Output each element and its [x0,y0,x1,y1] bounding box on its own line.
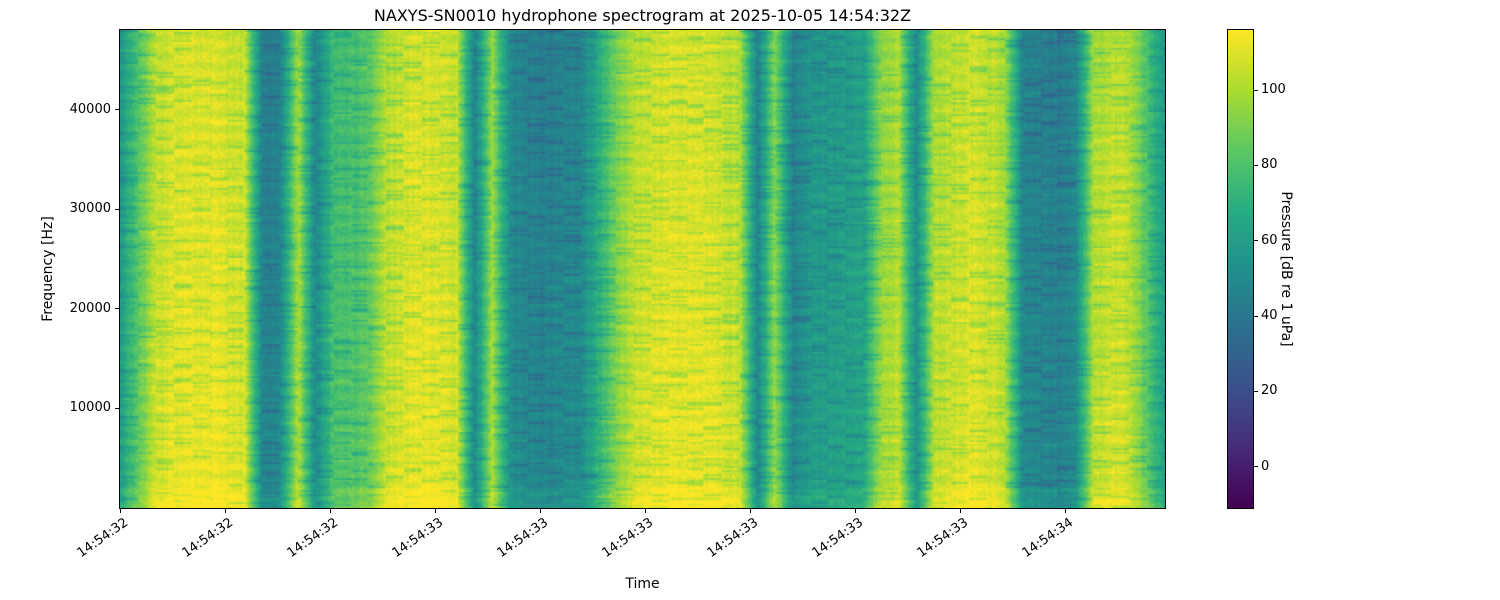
x-tick-label: 14:54:32 [179,515,237,561]
y-tick-mark [115,208,120,210]
y-tick-label: 40000 [69,101,111,117]
x-tick-label: 14:54:33 [389,515,447,561]
colorbar-tick-mark [1253,466,1258,468]
y-tick-mark [115,407,120,409]
colorbar-tick-label: 60 [1261,232,1278,248]
x-tick-mark [854,508,856,513]
colorbar [1227,29,1254,509]
x-tick-label: 14:54:33 [809,515,867,561]
colorbar-label: Pressure [dB re 1 uPa] [1278,191,1294,347]
x-tick-mark [119,508,121,513]
y-tick-mark [115,109,120,111]
colorbar-tick-label: 20 [1261,383,1278,399]
x-tick-label: 14:54:33 [704,515,762,561]
x-tick-mark [539,508,541,513]
y-tick-label: 20000 [69,300,111,316]
y-tick-mark [115,308,120,310]
spectrogram-canvas [119,29,1166,509]
x-tick-mark [749,508,751,513]
x-axis-label: Time [625,576,660,592]
x-tick-mark [329,508,331,513]
x-tick-mark [644,508,646,513]
x-tick-label: 14:54:34 [1019,515,1077,561]
colorbar-tick-label: 0 [1261,458,1270,474]
colorbar-tick-label: 80 [1261,157,1278,173]
x-tick-label: 14:54:33 [914,515,972,561]
colorbar-tick-mark [1253,390,1258,392]
x-tick-mark [959,508,961,513]
colorbar-tick-mark [1253,240,1258,242]
x-tick-label: 14:54:32 [74,515,132,561]
x-tick-label: 14:54:33 [599,515,657,561]
x-tick-label: 14:54:33 [494,515,552,561]
chart-title: NAXYS-SN0010 hydrophone spectrogram at 2… [373,6,912,25]
x-tick-mark [224,508,226,513]
x-tick-mark [434,508,436,513]
colorbar-tick-mark [1253,315,1258,317]
x-tick-mark [1064,508,1066,513]
colorbar-tick-label: 100 [1261,82,1286,98]
colorbar-tick-mark [1253,89,1258,91]
colorbar-tick-label: 40 [1261,308,1278,324]
colorbar-tick-mark [1253,164,1258,166]
y-tick-label: 30000 [69,201,111,217]
x-tick-label: 14:54:32 [284,515,342,561]
y-tick-label: 10000 [69,400,111,416]
